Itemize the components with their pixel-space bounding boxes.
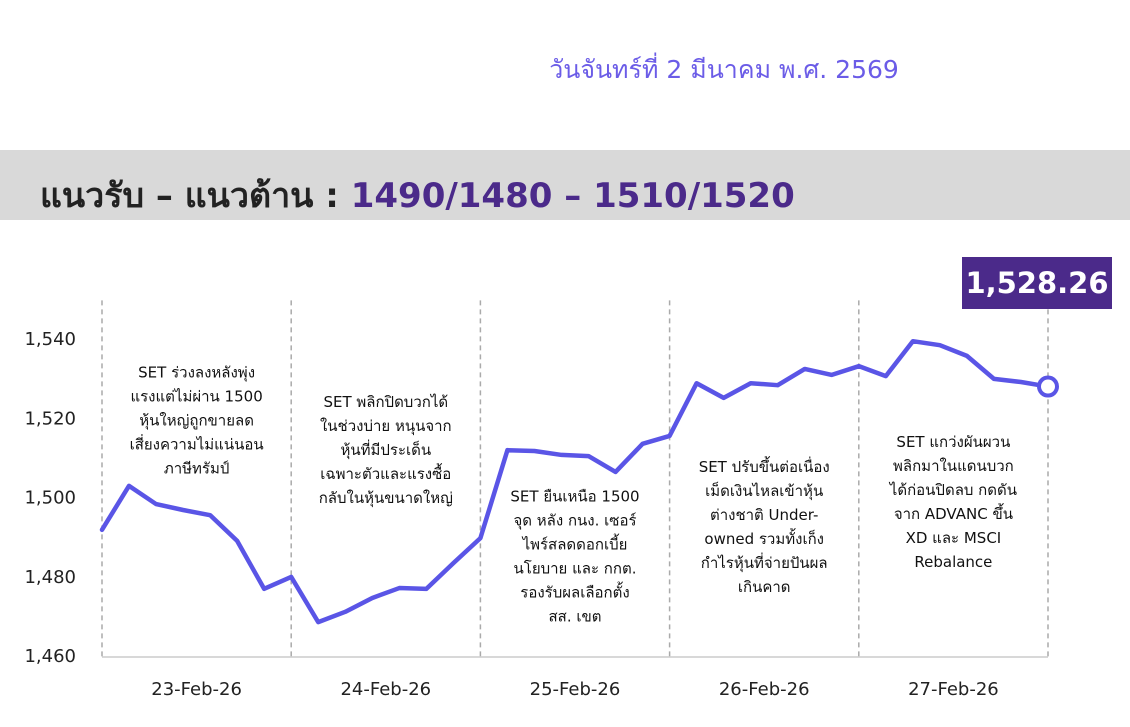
annotation: Rebalance: [914, 553, 992, 571]
annotation: SET ปรับขึ้นต่อเนื่อง: [699, 456, 830, 476]
annotation: เสี่ยงความไม่แน่นอน: [130, 434, 264, 454]
annotation: SET ร่วงลงหลังพุ่ง: [138, 364, 255, 383]
x-tick-label: 25-Feb-26: [530, 679, 621, 700]
annotation: ในช่วงบ่าย หนุนจาก: [320, 417, 452, 436]
annotation: เฉพาะตัวและแรงซื้อ: [320, 463, 451, 483]
header: แนวรับ – แนวต้าน : 1490/1480 – 1510/1520: [40, 168, 795, 222]
annotation: รองรับผลเลือกตั้ง: [520, 582, 629, 602]
x-tick-label: 24-Feb-26: [340, 679, 431, 700]
value-label: 1,528.26: [965, 266, 1108, 300]
x-tick-label: 23-Feb-26: [151, 679, 242, 700]
annotation: กลับในหุ้นขนาดใหญ่: [319, 489, 453, 508]
header-levels: 1490/1480 – 1510/1520: [350, 176, 795, 216]
annotation: SET พลิกปิดบวกได้: [323, 393, 448, 411]
value-label-box: [962, 257, 1112, 309]
date: วันจันทร์ที่ 2 มีนาคม พ.ศ. 2569: [549, 55, 899, 84]
header-title: แนวรับ – แนวต้าน :: [40, 176, 339, 216]
annotation: ต่างชาติ Under-: [710, 506, 818, 524]
annotation: ภาษีทรัมป์: [164, 460, 230, 478]
annotation: ได้ก่อนปิดลบ กดดัน: [889, 481, 1017, 499]
series-line: [99, 338, 1051, 625]
last-point: [1037, 375, 1059, 398]
annotation: จาก ADVANC ขึ้น: [894, 503, 1013, 523]
annotation: นโยบาย และ กกต.: [514, 560, 637, 578]
annotation: หุ้นที่มีประเด็น: [340, 439, 431, 460]
annotation: owned รวมทั้งเก็ง: [704, 528, 824, 548]
annotation: สส. เขต: [549, 608, 602, 626]
annotation: เม็ดเงินไหลเข้าหุ้น: [705, 481, 823, 501]
annotation: เกินคาด: [738, 578, 791, 596]
annotation: SET แกว่งผันผวน: [896, 433, 1010, 451]
y-tick-label: 1,540: [24, 329, 76, 350]
y-tick-label: 1,500: [24, 488, 76, 509]
header-band: [0, 150, 1130, 220]
annotation: ไพร์สลดดอกเบี้ย: [522, 534, 628, 554]
y-tick-label: 1,520: [24, 408, 76, 429]
x-tick-label: 27-Feb-26: [908, 679, 999, 700]
y-tick-label: 1,460: [24, 646, 76, 667]
x-tick-label: 26-Feb-26: [719, 679, 810, 700]
annotation: แรงแต่ไม่ผ่าน 1500: [130, 388, 262, 406]
annotation: พลิกมาในแดนบวก: [893, 457, 1014, 475]
annotation: หุ้นใหญ่ถูกขายลด: [139, 412, 254, 431]
annotation: กำไรหุ้นที่จ่ายปันผล: [701, 552, 828, 573]
y-tick-label: 1,480: [24, 567, 76, 588]
annotation: XD และ MSCI: [906, 529, 1002, 547]
annotation: SET ยืนเหนือ 1500: [510, 488, 639, 506]
annotation: จุด หลัง กนง. เซอร์: [513, 512, 636, 531]
